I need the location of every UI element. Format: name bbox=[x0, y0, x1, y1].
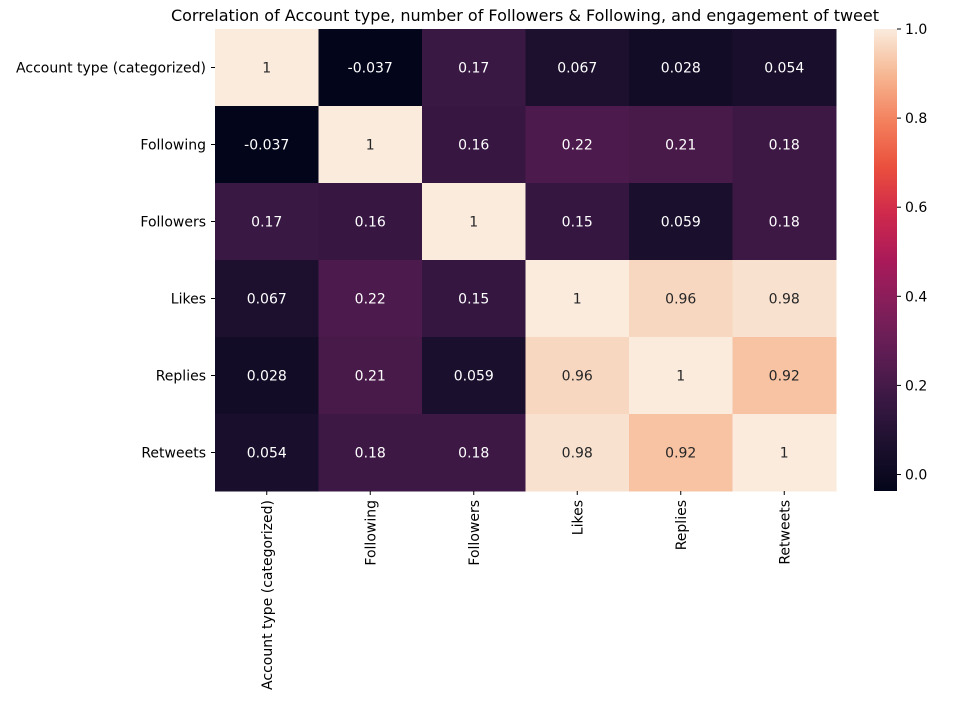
x-tick-labels: Account type (categorized) Following Follo… bbox=[260, 491, 793, 690]
heatmap-cell bbox=[318, 414, 423, 492]
heatmap-cell bbox=[732, 337, 837, 415]
heatmap-cell bbox=[732, 29, 837, 107]
heatmap-cell bbox=[525, 29, 630, 107]
heatmap-cell bbox=[732, 414, 837, 492]
heatmap-cell bbox=[215, 337, 319, 415]
heatmap-cell bbox=[215, 106, 319, 184]
y-tick-label: Retweets bbox=[141, 446, 206, 462]
cell-value-label: -0.037 bbox=[244, 138, 289, 154]
heatmap-cell bbox=[629, 337, 733, 415]
heatmap-cell bbox=[318, 29, 423, 107]
cell-value-label: 0.92 bbox=[665, 446, 696, 462]
heatmap-cell bbox=[629, 183, 733, 261]
cell-value-label: 0.067 bbox=[247, 292, 287, 308]
heatmap-cell bbox=[215, 414, 319, 492]
x-tick-label: Account type (categorized) bbox=[260, 500, 276, 690]
cell-value-label: 0.21 bbox=[355, 369, 386, 385]
cell-value-label: 0.16 bbox=[458, 138, 489, 154]
chart-title: Correlation of Account type, number of F… bbox=[171, 6, 879, 25]
cell-value-label: 1 bbox=[780, 446, 789, 462]
cell-value-label: 0.028 bbox=[247, 369, 287, 385]
colorbar-tick-label: 0.8 bbox=[905, 111, 927, 127]
heatmap-cell bbox=[422, 183, 526, 261]
cell-value-label: -0.037 bbox=[348, 61, 393, 77]
cell-value-label: 0.17 bbox=[458, 61, 489, 77]
colorbar-tick-label: 0.4 bbox=[905, 289, 927, 305]
heatmap-cell bbox=[215, 183, 319, 261]
colorbar: 0.0 0.2 0.4 0.6 0.8 1.0 bbox=[874, 22, 927, 491]
x-tick-label: Followers bbox=[467, 500, 483, 566]
cell-value-label: 0.21 bbox=[665, 138, 696, 154]
heatmap-cell bbox=[629, 106, 733, 184]
cell-value-label: 0.92 bbox=[769, 369, 800, 385]
cell-value-label: 0.067 bbox=[557, 61, 597, 77]
colorbar-tick-label: 1.0 bbox=[905, 22, 927, 38]
y-tick-label: Replies bbox=[156, 369, 206, 385]
cell-value-label: 0.059 bbox=[661, 215, 701, 231]
cell-value-label: 0.17 bbox=[251, 215, 282, 231]
heatmap-cell bbox=[525, 183, 630, 261]
heatmap-cells bbox=[215, 29, 837, 492]
cell-value-label: 0.15 bbox=[458, 292, 489, 308]
heatmap-cell bbox=[732, 183, 837, 261]
heatmap-cell bbox=[318, 183, 423, 261]
y-tick-label: Account type (categorized) bbox=[16, 61, 206, 77]
cell-value-label: 1 bbox=[676, 369, 685, 385]
heatmap-cell bbox=[318, 106, 423, 184]
cell-value-label: 0.059 bbox=[454, 369, 494, 385]
x-tick-label: Replies bbox=[674, 500, 690, 550]
cell-value-label: 0.98 bbox=[562, 446, 593, 462]
heatmap-cell bbox=[525, 106, 630, 184]
heatmap-cell bbox=[422, 260, 526, 338]
heatmap-cell bbox=[318, 260, 423, 338]
colorbar-tick-label: 0.0 bbox=[905, 468, 927, 484]
heatmap-cell bbox=[629, 29, 733, 107]
heatmap-cell bbox=[422, 414, 526, 492]
cell-value-label: 1 bbox=[573, 292, 582, 308]
heatmap-cell bbox=[732, 260, 837, 338]
heatmap-cell bbox=[525, 414, 630, 492]
cell-value-label: 0.96 bbox=[665, 292, 696, 308]
cell-value-label: 0.18 bbox=[769, 138, 800, 154]
heatmap-cell bbox=[525, 260, 630, 338]
heatmap-cell bbox=[629, 414, 733, 492]
heatmap-cell bbox=[422, 29, 526, 107]
x-tick-label: Likes bbox=[570, 500, 586, 535]
heatmap-cell bbox=[422, 337, 526, 415]
heatmap-cell bbox=[525, 337, 630, 415]
cell-value-label: 1 bbox=[366, 138, 375, 154]
colorbar-tick-label: 0.2 bbox=[905, 378, 927, 394]
colorbar-tick-label: 0.6 bbox=[905, 200, 927, 216]
y-tick-labels: Account type (categorized) Following Follo… bbox=[16, 61, 215, 462]
y-tick-label: Likes bbox=[171, 292, 206, 308]
x-tick-label: Retweets bbox=[777, 500, 793, 565]
heatmap-cell bbox=[629, 260, 733, 338]
cell-value-label: 0.18 bbox=[458, 446, 489, 462]
x-tick-label: Following bbox=[363, 500, 379, 566]
cell-value-label: 1 bbox=[469, 215, 478, 231]
y-tick-label: Following bbox=[140, 138, 206, 154]
colorbar-gradient bbox=[874, 29, 897, 491]
cell-annotations: 1 -0.037 0.17 0.067 0.028 0.054 -0.037 1 0.16 0.2… bbox=[244, 61, 804, 462]
cell-value-label: 0.18 bbox=[769, 215, 800, 231]
cell-value-label: 0.054 bbox=[764, 61, 804, 77]
cell-value-label: 0.98 bbox=[769, 292, 800, 308]
heatmap-cell bbox=[732, 106, 837, 184]
cell-value-label: 0.96 bbox=[562, 369, 593, 385]
cell-value-label: 0.22 bbox=[562, 138, 593, 154]
cell-value-label: 0.16 bbox=[355, 215, 386, 231]
cell-value-label: 0.22 bbox=[355, 292, 386, 308]
heatmap-cell bbox=[215, 29, 319, 107]
cell-value-label: 0.18 bbox=[355, 446, 386, 462]
cell-value-label: 0.15 bbox=[562, 215, 593, 231]
heatmap-cell bbox=[422, 106, 526, 184]
cell-value-label: 0.054 bbox=[247, 446, 287, 462]
cell-value-label: 0.028 bbox=[661, 61, 701, 77]
cell-value-label: 1 bbox=[262, 61, 271, 77]
heatmap-cell bbox=[318, 337, 423, 415]
heatmap-cell bbox=[215, 260, 319, 338]
y-tick-label: Followers bbox=[140, 215, 206, 231]
